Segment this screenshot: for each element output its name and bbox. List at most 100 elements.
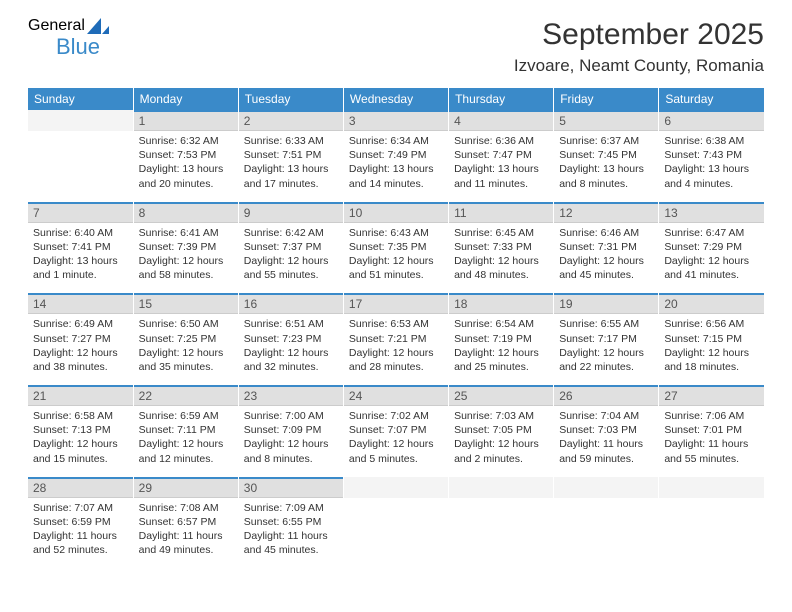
- calendar-cell: 15Sunrise: 6:50 AMSunset: 7:25 PMDayligh…: [133, 293, 238, 382]
- sunrise-text: Sunrise: 6:54 AM: [454, 317, 548, 331]
- sunrise-text: Sunrise: 6:55 AM: [559, 317, 653, 331]
- daylight-text: Daylight: 13 hours and 11 minutes.: [454, 162, 548, 190]
- day-header: Saturday: [659, 88, 764, 110]
- sunset-text: Sunset: 6:55 PM: [244, 515, 338, 529]
- cell-body: [659, 498, 764, 558]
- day-number: 21: [28, 385, 133, 406]
- sunrise-text: Sunrise: 6:33 AM: [244, 134, 338, 148]
- sunrise-text: Sunrise: 7:04 AM: [559, 409, 653, 423]
- calendar-cell: 6Sunrise: 6:38 AMSunset: 7:43 PMDaylight…: [659, 110, 764, 199]
- cell-body: [28, 131, 133, 191]
- day-number: 17: [344, 293, 448, 314]
- sunset-text: Sunset: 7:33 PM: [454, 240, 548, 254]
- cell-body: Sunrise: 6:40 AMSunset: 7:41 PMDaylight:…: [28, 223, 133, 291]
- day-number: [554, 477, 658, 498]
- sunset-text: Sunset: 7:03 PM: [559, 423, 653, 437]
- sunrise-text: Sunrise: 7:07 AM: [33, 501, 128, 515]
- cell-body: [344, 498, 448, 558]
- sunset-text: Sunset: 7:43 PM: [664, 148, 759, 162]
- calendar-cell: 3Sunrise: 6:34 AMSunset: 7:49 PMDaylight…: [343, 110, 448, 199]
- calendar-cell: 5Sunrise: 6:37 AMSunset: 7:45 PMDaylight…: [554, 110, 659, 199]
- cell-body: Sunrise: 7:00 AMSunset: 7:09 PMDaylight:…: [239, 406, 343, 474]
- sunset-text: Sunset: 7:39 PM: [139, 240, 233, 254]
- day-number: 8: [134, 202, 238, 223]
- sunrise-text: Sunrise: 6:59 AM: [139, 409, 233, 423]
- calendar-cell: 12Sunrise: 6:46 AMSunset: 7:31 PMDayligh…: [554, 202, 659, 291]
- calendar-cell: 24Sunrise: 7:02 AMSunset: 7:07 PMDayligh…: [343, 385, 448, 474]
- sunrise-text: Sunrise: 7:00 AM: [244, 409, 338, 423]
- calendar-cell: 19Sunrise: 6:55 AMSunset: 7:17 PMDayligh…: [554, 293, 659, 382]
- day-number: 16: [239, 293, 343, 314]
- sunrise-text: Sunrise: 6:43 AM: [349, 226, 443, 240]
- day-number: 19: [554, 293, 658, 314]
- calendar-table: SundayMondayTuesdayWednesdayThursdayFrid…: [28, 88, 764, 565]
- sunset-text: Sunset: 7:15 PM: [664, 332, 759, 346]
- calendar-cell: 11Sunrise: 6:45 AMSunset: 7:33 PMDayligh…: [449, 202, 554, 291]
- sunset-text: Sunset: 7:45 PM: [559, 148, 653, 162]
- daylight-text: Daylight: 11 hours and 52 minutes.: [33, 529, 128, 557]
- sunset-text: Sunset: 7:09 PM: [244, 423, 338, 437]
- logo: General Blue: [28, 18, 109, 58]
- calendar-cell: [28, 110, 133, 199]
- sunset-text: Sunset: 7:53 PM: [139, 148, 233, 162]
- calendar-cell: 25Sunrise: 7:03 AMSunset: 7:05 PMDayligh…: [449, 385, 554, 474]
- day-number: 26: [554, 385, 658, 406]
- day-number: 27: [659, 385, 764, 406]
- cell-body: Sunrise: 6:53 AMSunset: 7:21 PMDaylight:…: [344, 314, 448, 382]
- day-header: Wednesday: [343, 88, 448, 110]
- calendar-cell: [343, 477, 448, 566]
- day-number: [449, 477, 553, 498]
- calendar-cell: 1Sunrise: 6:32 AMSunset: 7:53 PMDaylight…: [133, 110, 238, 199]
- sunset-text: Sunset: 7:35 PM: [349, 240, 443, 254]
- cell-body: Sunrise: 6:49 AMSunset: 7:27 PMDaylight:…: [28, 314, 133, 382]
- sunset-text: Sunset: 7:25 PM: [139, 332, 233, 346]
- daylight-text: Daylight: 12 hours and 32 minutes.: [244, 346, 338, 374]
- day-number: 10: [344, 202, 448, 223]
- daylight-text: Daylight: 12 hours and 2 minutes.: [454, 437, 548, 465]
- cell-body: Sunrise: 6:59 AMSunset: 7:11 PMDaylight:…: [134, 406, 238, 474]
- cell-body: Sunrise: 6:46 AMSunset: 7:31 PMDaylight:…: [554, 223, 658, 291]
- cell-body: Sunrise: 6:54 AMSunset: 7:19 PMDaylight:…: [449, 314, 553, 382]
- calendar-cell: 28 Sunrise: 7:07 AMSunset: 6:59 PMDayligh…: [28, 477, 133, 566]
- day-number: 11: [449, 202, 553, 223]
- day-number: 4: [449, 110, 553, 131]
- calendar-week-row: 28 Sunrise: 7:07 AMSunset: 6:59 PMDayligh…: [28, 477, 764, 566]
- day-header: Sunday: [28, 88, 133, 110]
- day-number: 20: [659, 293, 764, 314]
- sunset-text: Sunset: 7:11 PM: [139, 423, 233, 437]
- day-number: 1: [134, 110, 238, 131]
- cell-body: Sunrise: 6:47 AMSunset: 7:29 PMDaylight:…: [659, 223, 764, 291]
- daylight-text: Daylight: 13 hours and 4 minutes.: [664, 162, 759, 190]
- calendar-cell: 20Sunrise: 6:56 AMSunset: 7:15 PMDayligh…: [659, 293, 764, 382]
- day-header: Friday: [554, 88, 659, 110]
- calendar-cell: 21Sunrise: 6:58 AMSunset: 7:13 PMDayligh…: [28, 385, 133, 474]
- sunset-text: Sunset: 7:27 PM: [33, 332, 128, 346]
- sunrise-text: Sunrise: 6:50 AM: [139, 317, 233, 331]
- calendar-cell: [449, 477, 554, 566]
- daylight-text: Daylight: 12 hours and 38 minutes.: [33, 346, 128, 374]
- cell-body: Sunrise: 6:58 AMSunset: 7:13 PMDaylight:…: [28, 406, 133, 474]
- daylight-text: Daylight: 13 hours and 14 minutes.: [349, 162, 443, 190]
- cell-body: Sunrise: 6:51 AMSunset: 7:23 PMDaylight:…: [239, 314, 343, 382]
- sunset-text: Sunset: 7:13 PM: [33, 423, 128, 437]
- sunset-text: Sunset: 6:59 PM: [33, 515, 128, 529]
- cell-body: Sunrise: 6:32 AMSunset: 7:53 PMDaylight:…: [134, 131, 238, 199]
- sunrise-text: Sunrise: 6:51 AM: [244, 317, 338, 331]
- daylight-text: Daylight: 12 hours and 5 minutes.: [349, 437, 443, 465]
- sunset-text: Sunset: 7:19 PM: [454, 332, 548, 346]
- cell-body: Sunrise: 6:34 AMSunset: 7:49 PMDaylight:…: [344, 131, 448, 199]
- cell-body: Sunrise: 7:02 AMSunset: 7:07 PMDaylight:…: [344, 406, 448, 474]
- cell-body: [449, 498, 553, 558]
- calendar-body: 1Sunrise: 6:32 AMSunset: 7:53 PMDaylight…: [28, 110, 764, 565]
- calendar-cell: 10Sunrise: 6:43 AMSunset: 7:35 PMDayligh…: [343, 202, 448, 291]
- day-header: Tuesday: [238, 88, 343, 110]
- sunrise-text: Sunrise: 6:53 AM: [349, 317, 443, 331]
- cell-body: Sunrise: 7:04 AMSunset: 7:03 PMDaylight:…: [554, 406, 658, 474]
- calendar-cell: [554, 477, 659, 566]
- sunrise-text: Sunrise: 7:06 AM: [664, 409, 759, 423]
- calendar-cell: 23Sunrise: 7:00 AMSunset: 7:09 PMDayligh…: [238, 385, 343, 474]
- day-header: Monday: [133, 88, 238, 110]
- day-number: 28: [28, 477, 133, 498]
- location-label: Izvoare, Neamt County, Romania: [514, 56, 764, 76]
- day-number: 30: [239, 477, 343, 498]
